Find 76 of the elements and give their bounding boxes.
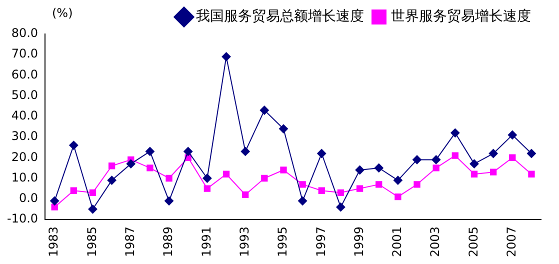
y-tick-label: 30.0 xyxy=(11,129,38,144)
y-tick-label: 10.0 xyxy=(11,170,38,184)
point xyxy=(488,149,498,158)
y-tick-label: 70.0 xyxy=(11,46,38,61)
y-tick-label: 0.0 xyxy=(18,190,38,205)
y-tick-label: 60.0 xyxy=(11,67,38,82)
point xyxy=(70,187,77,194)
point xyxy=(146,164,154,172)
point xyxy=(528,170,535,178)
x-tick-label: 2003 xyxy=(428,226,442,258)
point xyxy=(432,155,441,164)
legend-label: 我国服务贸易总额增长速度 xyxy=(196,8,364,25)
point xyxy=(89,189,96,196)
point xyxy=(414,181,420,188)
point xyxy=(88,204,98,214)
y-tick-label: 20.0 xyxy=(11,150,38,164)
point xyxy=(298,196,308,206)
point xyxy=(526,149,536,158)
x-tick-label: 1999 xyxy=(352,226,366,258)
x-tick-label: 2001 xyxy=(390,226,404,258)
y-tick-label: 50.0 xyxy=(11,88,38,102)
point xyxy=(376,181,382,188)
point xyxy=(336,202,346,212)
point xyxy=(356,185,364,192)
point xyxy=(318,187,325,194)
point xyxy=(50,196,60,206)
point xyxy=(393,176,402,185)
x-tick-label: 1991 xyxy=(199,226,214,258)
y-axis-title: (%) xyxy=(52,6,73,20)
point xyxy=(184,146,193,156)
x-tick-label: 2005 xyxy=(466,226,480,258)
x-tick-label: 1997 xyxy=(314,226,328,258)
x-tick-label: 1995 xyxy=(276,226,290,258)
y-tick-label: 80.0 xyxy=(11,26,38,40)
point xyxy=(166,174,172,182)
point xyxy=(202,174,212,183)
point xyxy=(145,146,154,156)
point xyxy=(452,152,458,159)
point xyxy=(432,164,440,172)
point xyxy=(261,174,268,182)
point xyxy=(508,130,517,140)
point xyxy=(222,170,230,178)
point xyxy=(412,155,422,164)
point xyxy=(299,181,306,188)
point xyxy=(107,176,116,185)
point xyxy=(126,159,136,168)
point xyxy=(164,196,174,206)
point xyxy=(260,106,269,115)
point xyxy=(280,166,287,174)
point xyxy=(337,189,344,196)
point xyxy=(51,204,58,210)
point xyxy=(394,193,402,200)
point xyxy=(317,149,326,158)
point xyxy=(108,162,116,170)
point xyxy=(490,168,497,176)
point xyxy=(204,185,211,192)
point xyxy=(470,159,479,168)
x-tick-label: 2007 xyxy=(504,226,519,258)
point xyxy=(450,128,460,138)
point xyxy=(278,124,288,134)
x-tick-label: 1983 xyxy=(46,226,61,258)
x-tick-label: 1989 xyxy=(161,226,176,258)
point xyxy=(240,146,250,156)
y-tick-label: -10.0 xyxy=(6,212,38,226)
point xyxy=(470,170,478,178)
y-tick-label: 40.0 xyxy=(11,108,38,123)
point xyxy=(222,52,231,62)
x-tick-label: 1987 xyxy=(123,226,138,258)
x-tick-label: 1985 xyxy=(84,226,99,258)
x-tick-label: 1993 xyxy=(237,226,252,258)
point xyxy=(242,191,249,198)
point xyxy=(355,166,364,175)
point xyxy=(509,154,516,161)
legend-label: 世界服务贸易增长速度 xyxy=(391,8,531,25)
point xyxy=(374,163,384,172)
point xyxy=(69,140,78,150)
